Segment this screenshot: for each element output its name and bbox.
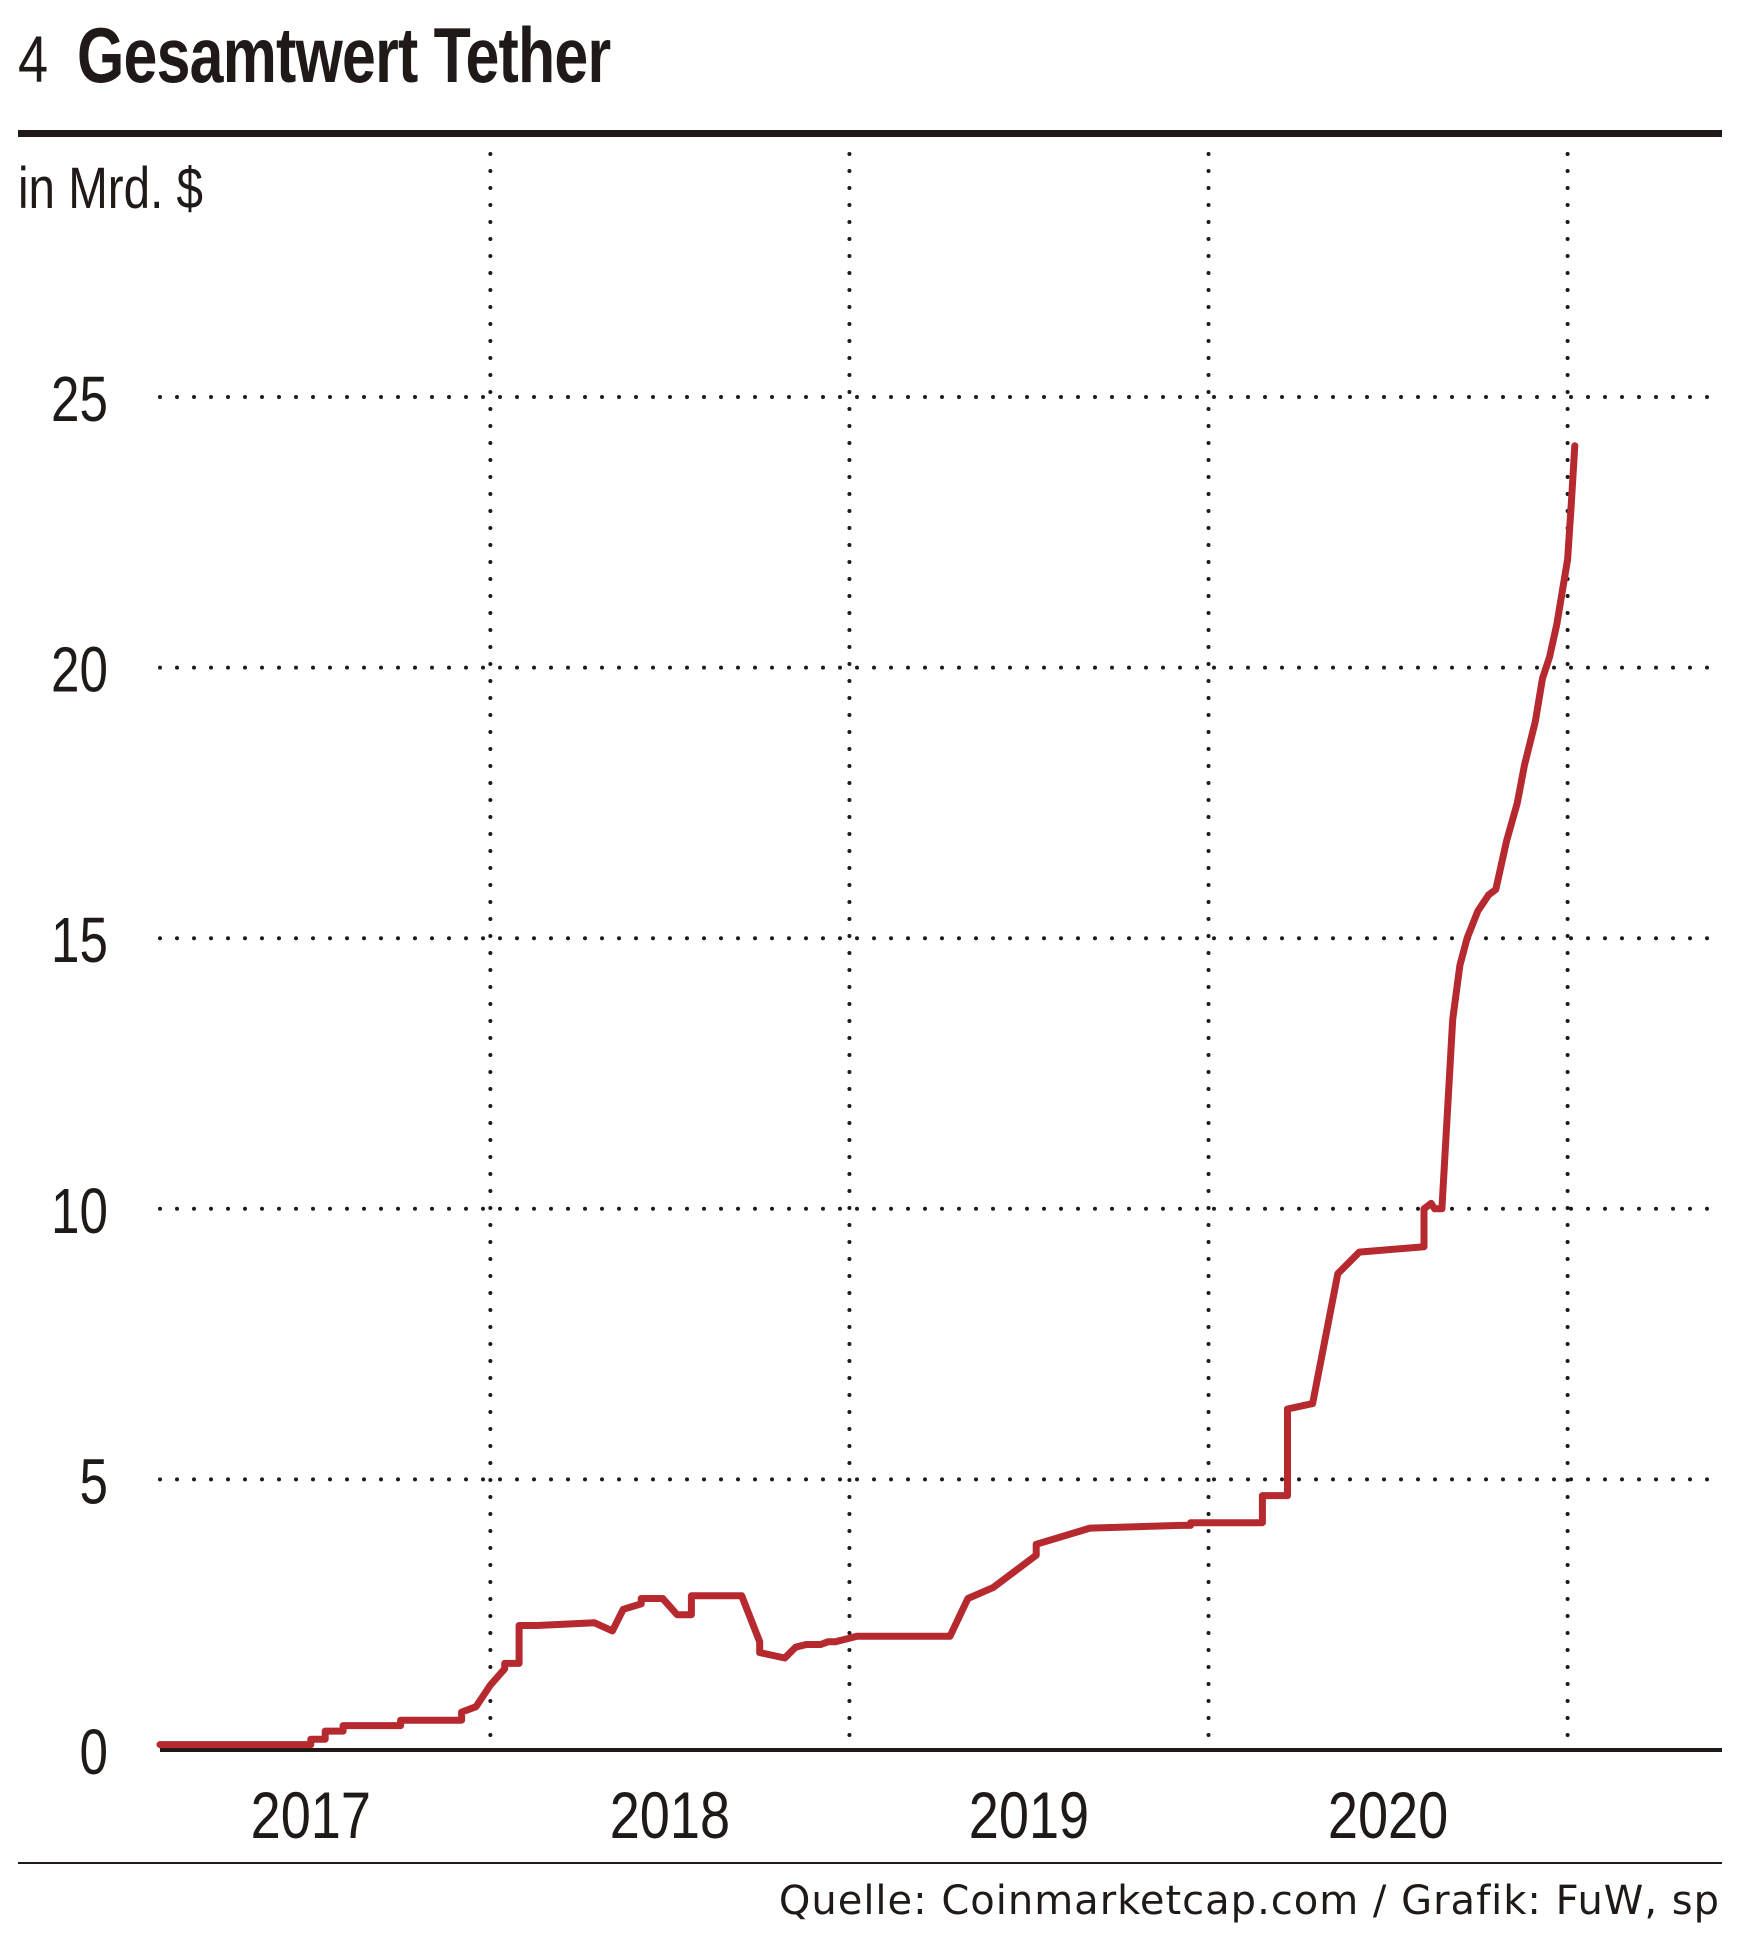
- y-axis-unit-label: in Mrd. $: [18, 157, 203, 222]
- chart-title: Gesamtwert Tether: [76, 11, 611, 99]
- horizontal-gridlines: [158, 395, 1724, 1482]
- series-line-0: [156, 442, 1579, 1749]
- chart-header: 4 Gesamtwert Tether: [18, 10, 761, 100]
- y-tick-label: 20: [51, 635, 108, 706]
- y-tick-label: 15: [51, 906, 108, 977]
- series-group: [156, 442, 1579, 1749]
- x-tick-label: 2018: [610, 1778, 730, 1852]
- y-tick-label: 0: [80, 1718, 108, 1789]
- figure-number: 4: [18, 22, 49, 96]
- x-tick-labels: 2017 2018 2019 2020: [251, 1778, 1449, 1852]
- y-tick-labels: 0 5 10 15 20 25: [51, 365, 108, 1789]
- source-note: Quelle: Coinmarketcap.com / Grafik: FuW,…: [778, 1878, 1720, 1924]
- x-tick-label: 2017: [251, 1778, 371, 1852]
- x-tick-label: 2019: [969, 1778, 1089, 1852]
- y-tick-label: 25: [51, 365, 108, 436]
- y-tick-label: 5: [80, 1447, 108, 1518]
- bottom-rule: [18, 1862, 1722, 1864]
- vertical-gridlines: [488, 152, 1570, 1752]
- y-tick-label: 10: [51, 1176, 108, 1247]
- top-rule: [18, 130, 1722, 137]
- x-tick-label: 2020: [1328, 1778, 1448, 1852]
